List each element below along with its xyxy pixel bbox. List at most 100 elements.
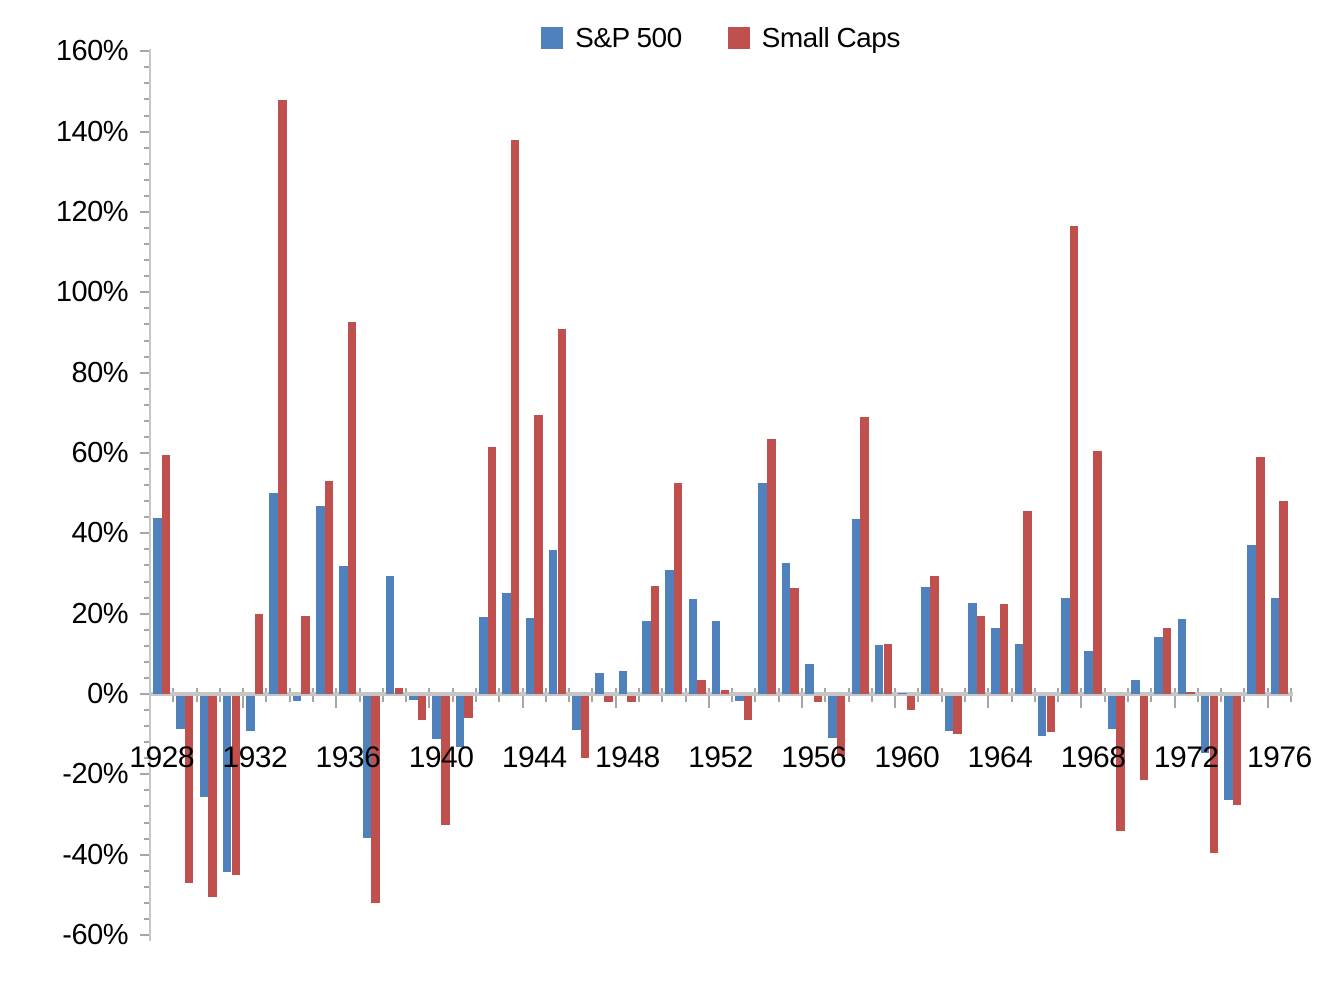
bar-smallcaps-1947	[604, 696, 613, 702]
bar-smallcaps-1966	[1046, 696, 1056, 733]
y-tick-minor	[144, 676, 150, 679]
bar-sp500-1940	[432, 696, 441, 739]
y-tick-minor	[144, 596, 150, 599]
y-tick-minor	[144, 275, 150, 278]
y-tick-minor	[144, 419, 150, 422]
x-axis-line	[150, 692, 1293, 696]
bar-sp500-1961	[921, 587, 930, 694]
x-tick-major	[1173, 688, 1176, 708]
x-axis-label: 1948	[594, 741, 660, 774]
x-tick-major	[801, 688, 803, 708]
y-tick-minor	[144, 789, 150, 792]
x-axis-label: 1940	[408, 741, 474, 774]
bar-sp500-1939	[409, 696, 418, 701]
bar-smallcaps-1955	[790, 587, 799, 694]
bar-smallcaps-1953	[743, 696, 753, 721]
y-tick-minor	[144, 709, 150, 712]
bar-sp500-1953	[735, 696, 744, 701]
y-axis-label: 0%	[87, 678, 128, 710]
bar-sp500-1970	[1131, 679, 1140, 694]
x-tick-major	[987, 688, 990, 708]
bar-sp500-1942	[479, 616, 488, 694]
bar-smallcaps-1963	[976, 615, 986, 694]
bar-sp500-1951	[688, 598, 698, 694]
y-tick-minor	[144, 146, 150, 149]
y-tick-minor	[144, 468, 150, 471]
y-tick-major	[140, 210, 150, 213]
y-tick-minor	[144, 114, 150, 117]
bar-sp500-1950	[665, 570, 674, 694]
x-axis-label: 1968	[1060, 741, 1126, 774]
bar-smallcaps-1950	[673, 483, 683, 694]
y-axis-label: 120%	[55, 195, 129, 228]
y-axis-label: 60%	[71, 436, 128, 469]
y-tick-minor	[144, 757, 150, 760]
x-axis-label: 1928	[129, 741, 195, 774]
bar-smallcaps-1936	[347, 322, 357, 694]
y-tick-minor	[144, 885, 150, 888]
bar-sp500-1954	[758, 482, 767, 694]
y-tick-minor	[144, 917, 150, 920]
y-tick-minor	[144, 178, 150, 181]
bar-sp500-1965	[1014, 644, 1024, 694]
y-axis-label: -20%	[62, 758, 128, 791]
y-tick-minor	[144, 741, 150, 744]
y-tick-major	[140, 773, 150, 776]
legend-item-sp500: S&P 500	[541, 22, 682, 54]
x-axis-label: 1964	[967, 741, 1033, 774]
bar-sp500-1936	[339, 565, 348, 694]
bar-smallcaps-1967	[1069, 226, 1079, 694]
bar-smallcaps-1958	[860, 416, 869, 694]
x-axis-label: 1932	[222, 741, 288, 774]
y-tick-major	[140, 934, 150, 937]
y-tick-major	[140, 50, 150, 53]
bar-sp500-1930	[199, 696, 209, 797]
bar-smallcaps-1971	[1162, 627, 1172, 694]
x-tick-major	[521, 688, 524, 708]
bar-smallcaps-1931	[231, 696, 241, 875]
bar-sp500-1973	[1200, 696, 1210, 754]
bar-sp500-1931	[222, 696, 232, 872]
y-tick-major	[140, 532, 150, 535]
bar-sp500-1972	[1177, 618, 1187, 694]
y-tick-minor	[144, 162, 150, 165]
bar-smallcaps-1946	[580, 696, 590, 759]
y-tick-major	[140, 291, 150, 294]
bar-smallcaps-1930	[208, 696, 217, 897]
bar-smallcaps-1952	[720, 690, 730, 694]
bar-sp500-1938	[385, 576, 395, 694]
bar-sp500-1959	[874, 645, 884, 694]
bar-smallcaps-1949	[650, 585, 660, 694]
bar-smallcaps-1975	[1256, 457, 1265, 694]
bar-smallcaps-1937	[371, 696, 380, 903]
y-axis-label: 80%	[71, 356, 128, 389]
bar-sp500-1968	[1084, 650, 1093, 694]
x-axis-label: 1936	[315, 741, 381, 774]
bar-sp500-1932	[246, 696, 255, 731]
legend-label-smallcaps: Small Caps	[761, 22, 901, 53]
y-tick-minor	[144, 307, 150, 310]
y-axis-label: 20%	[71, 597, 128, 630]
bar-smallcaps-1973	[1209, 696, 1219, 853]
bar-smallcaps-1956	[813, 696, 823, 702]
y-tick-minor	[144, 548, 150, 551]
bar-smallcaps-1960	[906, 696, 916, 711]
y-tick-major	[140, 371, 150, 374]
bar-sp500-1937	[362, 696, 372, 838]
bar-sp500-1946	[572, 696, 581, 730]
y-tick-minor	[144, 387, 150, 390]
bar-sp500-1964	[991, 628, 1000, 694]
x-axis-label: 1952	[688, 741, 753, 774]
x-tick-major	[1266, 688, 1269, 708]
bar-sp500-1943	[502, 593, 511, 694]
bar-smallcaps-1968	[1093, 451, 1102, 694]
bar-sp500-1960	[898, 692, 907, 694]
x-tick-major	[707, 688, 710, 708]
bar-smallcaps-1941	[464, 696, 473, 719]
x-axis-label: 1972	[1153, 741, 1219, 774]
sp500-swatch-icon	[541, 27, 564, 49]
y-tick-minor	[144, 259, 150, 262]
bar-sp500-1976	[1270, 598, 1280, 694]
x-axis-label: 1976	[1246, 741, 1312, 774]
